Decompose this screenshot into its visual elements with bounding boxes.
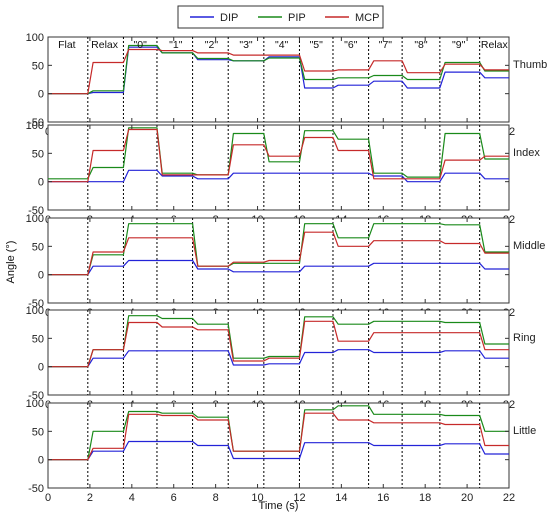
- panel-index: -500501000246810121416182022Index: [26, 120, 541, 226]
- y-tick-label: 0: [38, 177, 44, 189]
- phase-label: "1": [169, 39, 183, 51]
- panel-label-middle: Middle: [513, 240, 545, 252]
- x-tick-label: 4: [129, 492, 135, 504]
- x-tick-label: 6: [171, 492, 177, 504]
- y-tick-label: 50: [32, 148, 44, 160]
- x-tick-label: 12: [293, 492, 305, 504]
- x-tick-label: 0: [45, 492, 51, 504]
- y-tick-label: 100: [26, 305, 44, 317]
- plot-area-ring: [47, 309, 510, 396]
- y-tick-label: 100: [26, 32, 44, 44]
- y-tick-label: -50: [28, 483, 44, 495]
- phase-label: "4": [275, 39, 289, 51]
- plot-area-index: [47, 124, 510, 211]
- series-index-pip: [48, 127, 509, 180]
- series-index-dip: [48, 169, 509, 183]
- y-tick-label: 50: [32, 60, 44, 72]
- x-tick-label: 14: [335, 492, 347, 504]
- phase-label: Relax: [481, 39, 509, 51]
- x-tick-label: 8: [213, 492, 219, 504]
- phase-label: "9": [452, 39, 466, 51]
- y-tick-label: -50: [28, 117, 44, 129]
- y-tick-label: 0: [38, 362, 44, 374]
- y-tick-label: -50: [28, 298, 44, 310]
- x-tick-label: 10: [251, 492, 263, 504]
- panel-label-index: Index: [513, 147, 540, 159]
- phase-label: Relax: [91, 39, 119, 51]
- phase-label: "7": [379, 39, 393, 51]
- y-axis-title: Angle (°): [5, 241, 17, 284]
- phase-annotations: Flat Relax "0" "1" "2" "3" "4" "5" "6" "7" "8" "9" R…: [58, 39, 508, 51]
- x-tick-label: 22: [503, 492, 515, 504]
- legend: DIP PIP MCP: [177, 5, 384, 29]
- y-tick-label: 0: [38, 270, 44, 282]
- series-little-mcp: [48, 412, 509, 461]
- panel-middle: -500501000246810121416182022Middle: [26, 213, 546, 319]
- x-tick-label: 18: [419, 492, 431, 504]
- phase-label: "6": [344, 39, 358, 51]
- series-thumb-pip: [48, 44, 509, 95]
- x-tick-label: 20: [461, 492, 473, 504]
- y-tick-label: 50: [32, 241, 44, 253]
- series-ring-dip: [48, 349, 509, 368]
- y-tick-label: -50: [28, 390, 44, 402]
- series-little-dip: [48, 440, 509, 461]
- legend-entry-mcp: MCP: [355, 12, 379, 24]
- y-tick-label: 50: [32, 333, 44, 345]
- panel-ring: -500501000246810121416182022Ring: [26, 305, 536, 411]
- panel-thumb: -500501000246810121416182022Thumb: [26, 32, 548, 138]
- panel-label-ring: Ring: [513, 332, 536, 344]
- y-tick-label: 100: [26, 398, 44, 410]
- phase-label: "5": [310, 39, 324, 51]
- legend-entry-pip: PIP: [288, 12, 306, 24]
- phase-label: "2": [205, 39, 219, 51]
- series-middle-mcp: [48, 231, 509, 276]
- series-index-mcp: [48, 128, 509, 183]
- x-axis-title: Time (s): [259, 500, 299, 512]
- x-tick-label: 2: [87, 492, 93, 504]
- y-tick-label: 0: [38, 455, 44, 467]
- y-tick-label: 50: [32, 426, 44, 438]
- y-tick-label: 100: [26, 120, 44, 132]
- series-middle-pip: [48, 223, 509, 276]
- y-tick-label: 0: [38, 89, 44, 101]
- phase-label: "8": [414, 39, 428, 51]
- phase-label: "0": [134, 39, 148, 51]
- series-thumb-mcp: [48, 48, 509, 95]
- series-thumb-dip: [48, 46, 509, 95]
- phase-label: "3": [239, 39, 253, 51]
- series-ring-pip: [48, 315, 509, 368]
- phase-label: Flat: [58, 39, 76, 51]
- series-middle-dip: [48, 259, 509, 276]
- x-tick-label: 16: [377, 492, 389, 504]
- y-tick-label: 100: [26, 213, 44, 225]
- panel-label-thumb: Thumb: [513, 59, 547, 71]
- panel-label-little: Little: [513, 425, 536, 437]
- y-tick-label: -50: [28, 205, 44, 217]
- series-ring-mcp: [48, 320, 509, 368]
- legend-entry-dip: DIP: [220, 12, 238, 24]
